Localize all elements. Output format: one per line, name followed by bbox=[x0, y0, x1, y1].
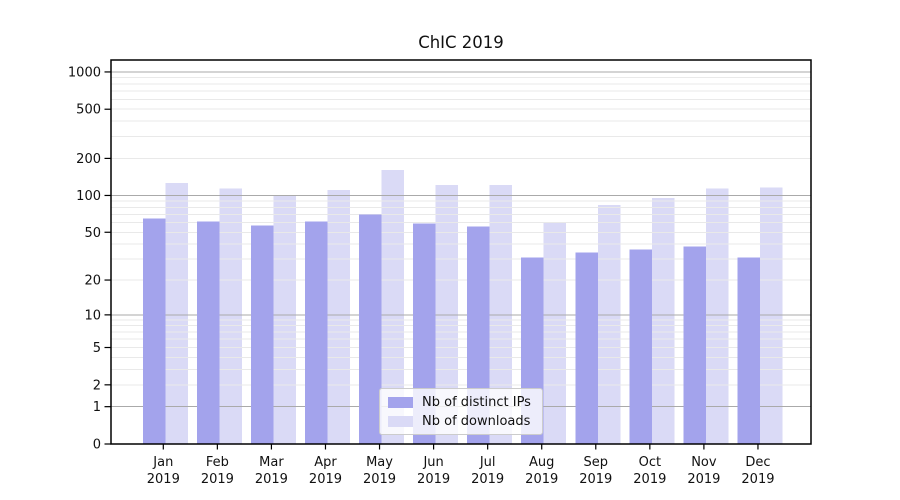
legend-label-distinct-ips: Nb of distinct IPs bbox=[422, 394, 531, 410]
bar-distinct-ips bbox=[142, 218, 166, 444]
x-tick-label-year: 2019 bbox=[147, 472, 180, 487]
bar-downloads bbox=[165, 183, 188, 444]
y-tick-label: 1 bbox=[93, 400, 101, 415]
x-tick-label-year: 2019 bbox=[741, 472, 774, 487]
x-tick-label-month: Oct bbox=[639, 455, 661, 470]
bar-downloads bbox=[381, 170, 405, 444]
y-tick-label: 50 bbox=[84, 226, 101, 241]
x-tick-label-month: Jul bbox=[479, 455, 496, 470]
bar-downloads bbox=[759, 187, 783, 444]
axes-frame bbox=[110, 59, 812, 445]
y-tick-label: 200 bbox=[76, 152, 101, 167]
bar-downloads bbox=[327, 189, 350, 444]
x-tick-label-year: 2019 bbox=[687, 472, 720, 487]
x-tick-label-year: 2019 bbox=[525, 472, 558, 487]
bar-distinct-ips bbox=[575, 252, 598, 444]
bar-distinct-ips bbox=[629, 249, 652, 444]
x-tick-label-year: 2019 bbox=[417, 472, 450, 487]
bar-distinct-ips bbox=[250, 225, 274, 444]
x-tick-label-year: 2019 bbox=[633, 472, 666, 487]
legend-item-distinct-ips: Nb of distinct IPs bbox=[388, 395, 534, 410]
bar-distinct-ips bbox=[683, 246, 706, 444]
legend-label-downloads: Nb of downloads bbox=[422, 413, 531, 429]
bar-distinct-ips bbox=[359, 214, 382, 444]
x-tick-label-year: 2019 bbox=[255, 472, 288, 487]
x-tick-label-month: Jun bbox=[422, 455, 443, 470]
legend: Nb of distinct IPs Nb of downloads bbox=[379, 388, 543, 435]
bar-downloads bbox=[543, 222, 567, 444]
y-tick-label: 100 bbox=[76, 189, 101, 204]
x-tick-label-month: Mar bbox=[259, 455, 284, 470]
bar-downloads bbox=[705, 188, 729, 444]
legend-item-downloads: Nb of downloads bbox=[388, 414, 534, 429]
bar-downloads bbox=[219, 188, 242, 444]
y-tick-label: 1000 bbox=[68, 65, 101, 80]
y-tick-label: 10 bbox=[84, 308, 101, 323]
y-tick-label: 20 bbox=[84, 274, 101, 289]
legend-swatch-distinct-ips bbox=[388, 396, 413, 408]
x-tick-label-month: Feb bbox=[206, 455, 229, 470]
x-tick-label-month: May bbox=[366, 455, 393, 470]
x-tick-label-month: Dec bbox=[745, 455, 770, 470]
y-tick-label: 0 bbox=[93, 438, 101, 453]
x-tick-label-year: 2019 bbox=[201, 472, 234, 487]
bar-distinct-ips bbox=[304, 221, 328, 444]
x-tick-label-year: 2019 bbox=[471, 472, 504, 487]
x-tick-label-month: Nov bbox=[691, 455, 717, 470]
x-tick-label-year: 2019 bbox=[309, 472, 342, 487]
y-tick-label: 2 bbox=[93, 378, 101, 393]
x-tick-label-month: Jan bbox=[152, 455, 173, 470]
y-tick-label: 500 bbox=[76, 103, 101, 118]
x-tick-label-month: Aug bbox=[529, 455, 554, 470]
x-tick-label-month: Sep bbox=[584, 455, 609, 470]
bar-distinct-ips bbox=[737, 257, 760, 444]
chart-title: ChIC 2019 bbox=[418, 33, 504, 52]
x-tick-label-year: 2019 bbox=[579, 472, 612, 487]
bar-downloads bbox=[597, 204, 621, 444]
y-tick-label: 5 bbox=[93, 341, 101, 356]
x-tick-label-month: Apr bbox=[314, 455, 337, 470]
bar-distinct-ips bbox=[196, 221, 220, 444]
legend-swatch-downloads bbox=[388, 415, 413, 427]
bar-downloads bbox=[651, 198, 675, 444]
x-tick-label-year: 2019 bbox=[363, 472, 396, 487]
